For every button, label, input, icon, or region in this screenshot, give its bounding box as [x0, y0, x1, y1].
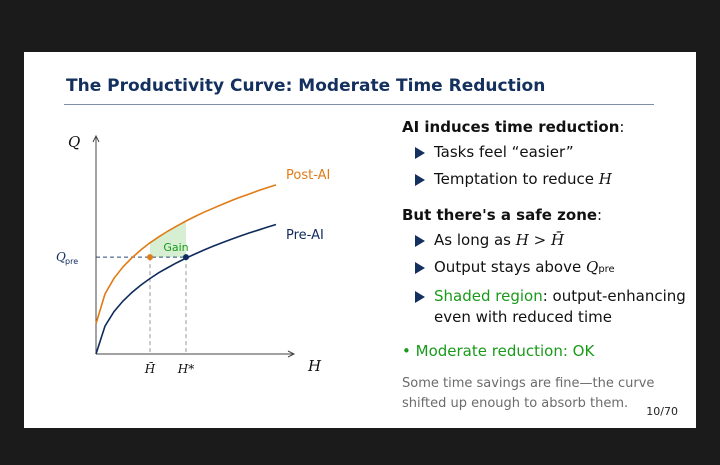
list-item: Shaded region: output-enhancing even wit…	[402, 286, 692, 328]
safe-heading-colon: :	[597, 206, 603, 224]
x-axis-label: H	[307, 357, 322, 375]
triangle-bullet-icon	[415, 174, 425, 186]
productivity-chart: Q H H̄ H* Q pre Gain Post-AI Pre-AI	[56, 133, 330, 376]
conclusion: • Moderate reduction: OK	[402, 342, 692, 360]
list-item: Output stays above Qpre	[402, 257, 692, 280]
var-h: H	[598, 170, 612, 188]
slide-title: The Productivity Curve: Moderate Time Re…	[66, 76, 546, 96]
ai-heading-colon: :	[619, 118, 625, 136]
conclusion-bullet: •	[402, 342, 411, 360]
list-item: Tasks feel “easier”	[402, 142, 692, 163]
triangle-bullet-icon	[415, 291, 425, 303]
y-axis-label: Q	[68, 133, 80, 151]
triangle-bullet-icon	[415, 147, 425, 159]
item-text: As long as	[434, 231, 516, 249]
list-item: As long as H > H̄	[402, 230, 692, 251]
condition-math: H > H̄	[515, 231, 565, 249]
q-pre-tick-label: Q	[56, 250, 66, 264]
slide: The Productivity Curve: Moderate Time Re…	[24, 52, 696, 428]
list-item: Temptation to reduce H	[402, 169, 692, 190]
safe-heading: But there's a safe zone:	[402, 206, 692, 224]
title-rule	[64, 104, 654, 105]
item-text: Tasks feel “easier”	[434, 143, 574, 161]
h-star-tick-label: H*	[177, 362, 194, 376]
footnote: Some time savings are fine—the curve shi…	[402, 376, 655, 411]
page-number: 10/70	[646, 405, 678, 418]
shaded-region-term: Shaded region	[434, 287, 543, 305]
var-q: Q	[586, 258, 599, 276]
gain-region	[150, 221, 186, 258]
safe-heading-text: But there's a safe zone	[402, 206, 598, 224]
gain-label: Gain	[163, 241, 188, 254]
ai-heading: AI induces time reduction:	[402, 118, 692, 136]
item-text: : output-enhancing even with reduced tim…	[434, 287, 686, 326]
pre-ai-legend: Pre-AI	[286, 228, 324, 243]
q-pre-tick-subscript: pre	[65, 257, 78, 266]
bullet-column: AI induces time reduction: Tasks feel “e…	[402, 118, 692, 414]
ai-heading-text: AI induces time reduction	[402, 118, 620, 136]
triangle-bullet-icon	[415, 235, 425, 247]
item-text: Temptation to reduce	[434, 170, 599, 188]
post-ai-point	[147, 254, 153, 261]
pre-ai-point	[183, 254, 189, 261]
y-axis-arrow	[92, 134, 100, 143]
item-text: Output stays above	[434, 258, 586, 276]
post-ai-line	[95, 184, 277, 324]
post-ai-legend: Post-AI	[286, 168, 330, 183]
q-subscript: pre	[598, 264, 615, 275]
conclusion-text: Moderate reduction: OK	[415, 342, 595, 360]
triangle-bullet-icon	[415, 262, 425, 274]
x-axis-arrow	[287, 350, 296, 358]
h-bar-tick-label: H̄	[144, 361, 156, 376]
